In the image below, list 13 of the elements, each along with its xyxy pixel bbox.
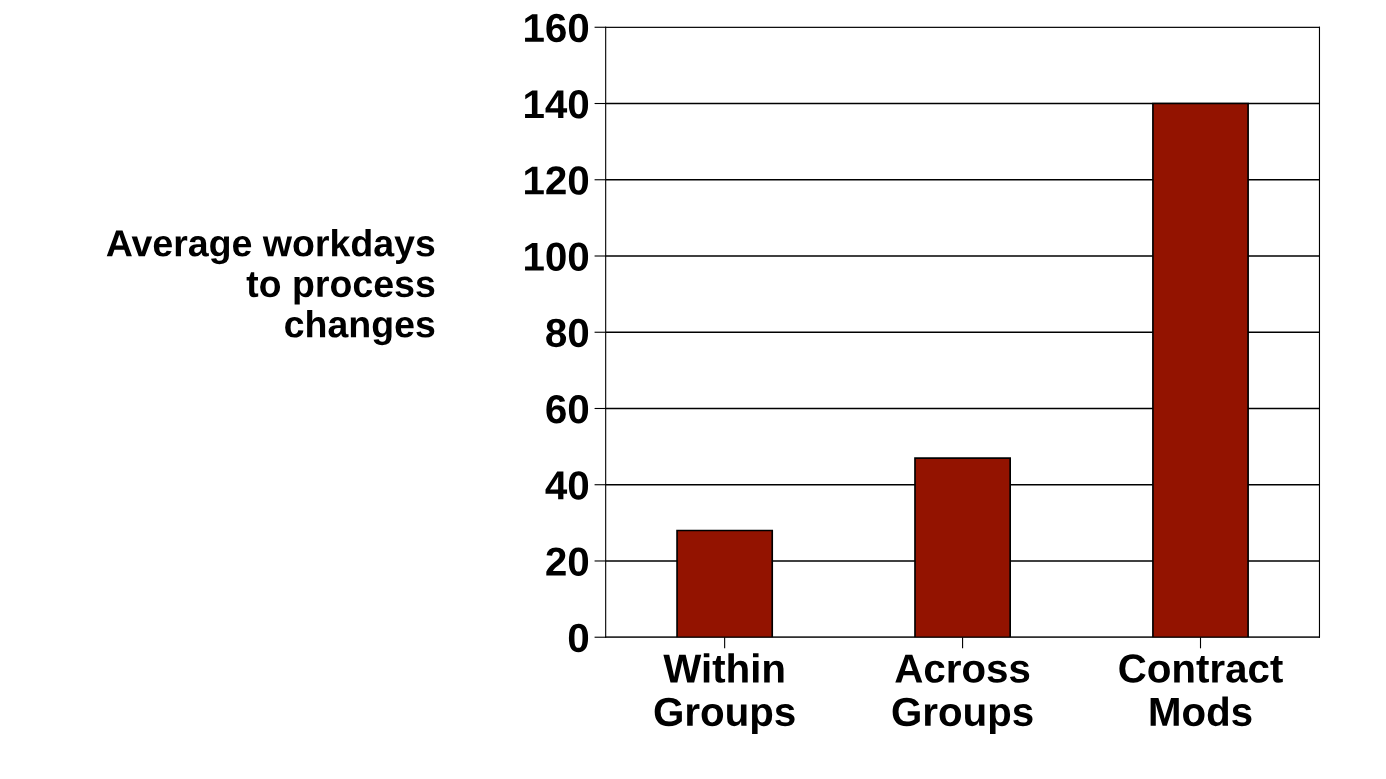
y-tick-label: 80	[546, 318, 589, 348]
x-tick-label: Contract Mods	[1119, 654, 1283, 727]
y-tick-label: 100	[525, 242, 589, 271]
y-tick-label: 60	[546, 394, 589, 424]
y-tick-label: 20	[546, 547, 589, 576]
y-tick-label: 160	[525, 13, 589, 43]
x-tick-label: Within Groups	[654, 653, 795, 735]
x-tick-label: Across Groups	[892, 654, 1033, 735]
y-tick-label: 140	[525, 89, 589, 119]
y-tick-label: 0	[568, 623, 589, 653]
y-axis-title: Average workdays to process changes	[106, 229, 435, 346]
y-tick-label: 120	[525, 166, 589, 195]
y-tick-label: 40	[545, 471, 589, 500]
